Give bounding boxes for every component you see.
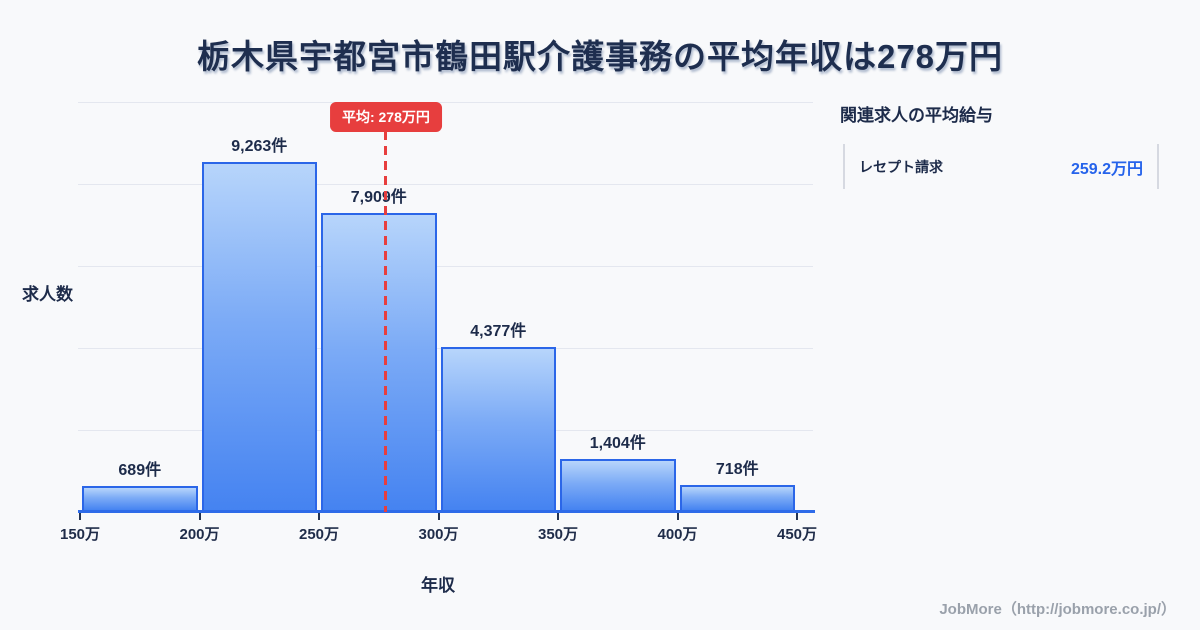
x-axis-tick-label: 150万 bbox=[59, 526, 101, 543]
histogram-bar bbox=[560, 459, 676, 512]
gridline bbox=[78, 184, 813, 185]
gridline bbox=[78, 266, 813, 267]
x-axis-tick-label: 250万 bbox=[298, 526, 340, 543]
bar-value-label: 4,377件 bbox=[470, 323, 527, 340]
histogram-bar bbox=[440, 347, 556, 512]
x-axis-tick-label: 350万 bbox=[537, 526, 579, 543]
source-credit: JobMore（http://jobmore.co.jp/） bbox=[939, 601, 1176, 618]
x-axis-tick-label: 200万 bbox=[179, 526, 220, 543]
histogram-bar bbox=[321, 213, 437, 512]
x-axis-tick bbox=[437, 513, 440, 520]
bars-container: 689件 9,263件 7,909件 4,377件 1,404件 718件 bbox=[80, 102, 797, 512]
x-axis-title: 年収 bbox=[421, 576, 455, 595]
x-axis-tick-label: 450万 bbox=[776, 526, 818, 543]
related-job-value: 259.2万円 bbox=[1070, 160, 1143, 178]
related-jobs-heading: 関連求人の平均給与 bbox=[840, 106, 993, 125]
bar-chart-plot-area: 689件 9,263件 7,909件 4,377件 1,404件 718件 bbox=[78, 102, 813, 512]
histogram-bar bbox=[201, 162, 317, 512]
x-axis-tick-label: 300万 bbox=[418, 526, 459, 543]
y-axis-title: 求人数 bbox=[22, 285, 73, 304]
histogram-bar bbox=[679, 485, 795, 512]
x-axis-tick bbox=[557, 513, 559, 520]
page-title: 栃木県宇都宮市鶴田駅介護事務の平均年収は278万円 bbox=[196, 38, 1004, 75]
histogram-bar bbox=[82, 486, 198, 512]
related-jobs-panel: 関連求人の平均給与 レセプト請求 259.2万円 bbox=[840, 101, 1160, 189]
bar-value-label: 9,263件 bbox=[231, 138, 288, 155]
x-axis-tick-label: 400万 bbox=[657, 526, 698, 543]
related-job-row: レセプト請求 259.2万円 bbox=[843, 144, 1159, 189]
average-marker-line bbox=[384, 131, 388, 512]
x-axis-tick bbox=[676, 513, 679, 520]
x-axis-line bbox=[78, 510, 815, 513]
x-axis-tick bbox=[796, 513, 798, 520]
average-badge: 平均: 278万円 bbox=[329, 102, 442, 132]
x-axis-tick bbox=[198, 513, 201, 520]
bar-value-label: 7,909件 bbox=[350, 189, 407, 206]
related-job-label: レセプト請求 bbox=[859, 158, 943, 175]
x-axis-tick bbox=[79, 513, 81, 520]
gridline bbox=[78, 102, 813, 103]
bar-value-label: 689件 bbox=[118, 462, 162, 479]
bar-value-label: 718件 bbox=[715, 461, 759, 478]
bar-value-label: 1,404件 bbox=[589, 435, 646, 452]
x-axis-tick bbox=[318, 513, 320, 520]
